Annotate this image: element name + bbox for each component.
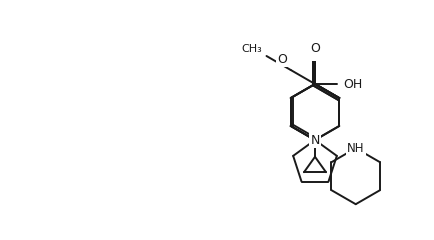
Text: OH: OH [342, 78, 362, 90]
Text: N: N [309, 133, 319, 146]
Text: O: O [309, 42, 319, 55]
Text: NH: NH [346, 142, 364, 155]
Text: N: N [309, 133, 319, 146]
Text: O: O [276, 53, 286, 66]
Text: CH₃: CH₃ [241, 44, 262, 54]
Text: O: O [309, 42, 319, 55]
